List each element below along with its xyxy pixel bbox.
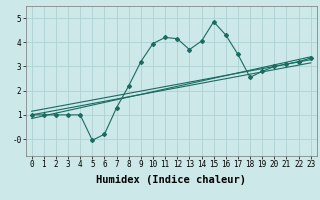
X-axis label: Humidex (Indice chaleur): Humidex (Indice chaleur) [96,175,246,185]
